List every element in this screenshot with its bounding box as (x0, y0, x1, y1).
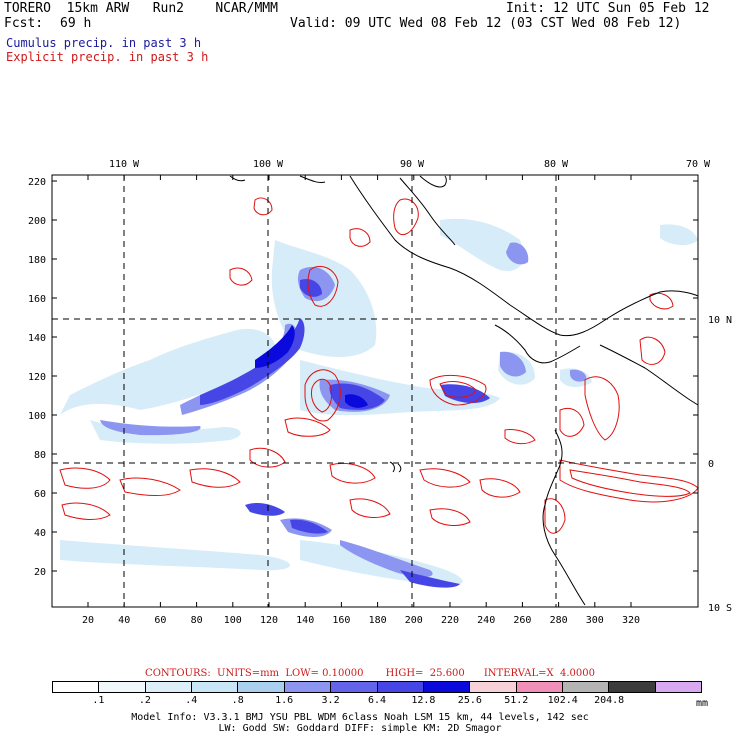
legend-swatch (377, 682, 424, 692)
y-tick-label: 140 (28, 333, 46, 344)
longitude-label: 90 W (400, 159, 425, 170)
axis-ticks (52, 175, 698, 607)
legend-unit: mm (696, 698, 709, 709)
legend-label: .8 (231, 695, 244, 706)
legend-label: .2 (138, 695, 151, 706)
legend-swatch (516, 682, 563, 692)
explicit-precip-label: Explicit precip. in past 3 h (6, 50, 209, 64)
x-tick-label: 60 (154, 615, 166, 626)
x-tick-label: 180 (369, 615, 387, 626)
legend-swatch (470, 682, 517, 692)
legend-label: .1 (92, 695, 105, 706)
x-tick-label: 40 (118, 615, 130, 626)
latitude-label: 0 (708, 459, 714, 470)
legend-swatch (53, 682, 100, 692)
y-tick-label: 20 (34, 567, 46, 578)
legend-label: .4 (185, 695, 198, 706)
y-tick-label: 180 (28, 255, 46, 266)
x-tick-label: 140 (296, 615, 314, 626)
contour-caption: CONTOURS: UNITS=mm LOW= 0.10000 HIGH= 25… (145, 668, 595, 679)
y-tick-label: 160 (28, 294, 46, 305)
legend-swatch (99, 682, 146, 692)
x-tick-label: 260 (513, 615, 531, 626)
legend-label: 3.2 (321, 695, 340, 706)
x-tick-label: 20 (82, 615, 94, 626)
x-tick-label: 280 (550, 615, 568, 626)
map-frame (51, 174, 699, 608)
longitude-label: 110 W (109, 159, 140, 170)
legend-swatch (331, 682, 378, 692)
legend-swatch (609, 682, 656, 692)
longitude-label: 70 W (686, 159, 711, 170)
legend-label: 1.6 (275, 695, 294, 706)
cumulus-shading (60, 218, 698, 588)
legend-label: 12.8 (411, 695, 436, 706)
legend-label: 6.4 (367, 695, 387, 706)
legend-swatch (145, 682, 193, 692)
y-tick-label: 100 (28, 411, 46, 422)
y-tick-label: 60 (34, 489, 46, 500)
x-tick-label: 100 (224, 615, 242, 626)
y-tick-label: 220 (28, 177, 46, 188)
y-tick-label: 120 (28, 372, 46, 383)
x-tick-label: 120 (260, 615, 278, 626)
graticule (52, 175, 698, 607)
model-title: TORERO 15km ARW Run2 NCAR/MMM (4, 1, 278, 16)
legend-label: 204.8 (594, 695, 625, 706)
cumulus-precip-label: Cumulus precip. in past 3 h (6, 36, 202, 50)
explicit-contours (59, 197, 699, 534)
y-tick-label: 80 (34, 450, 46, 461)
latitude-label: 10 N (708, 315, 732, 326)
x-tick-label: 240 (477, 615, 495, 626)
legend-swatch (192, 682, 239, 692)
legend-label: 51.2 (504, 695, 529, 706)
x-tick-label: 200 (405, 615, 423, 626)
model-info: Model Info: V3.3.1 BMJ YSU PBL WDM 6clas… (131, 712, 589, 723)
y-tick-label: 200 (28, 216, 46, 227)
legend-swatch (284, 682, 332, 692)
longitude-label: 100 W (253, 159, 284, 170)
legend-label: 102.4 (547, 695, 578, 706)
latitude-label: 10 S (708, 603, 732, 614)
legend-swatch (423, 682, 471, 692)
longitude-label: 80 W (544, 159, 569, 170)
legend-label: 25.6 (457, 695, 482, 706)
init-time: Init: 12 UTC Sun 05 Feb 12 (506, 1, 710, 16)
forecast-label: Fcst: (4, 16, 44, 31)
x-tick-label: 80 (191, 615, 203, 626)
valid-time: Valid: 09 UTC Wed 08 Feb 12 (03 CST Wed … (290, 16, 682, 31)
legend-swatch (562, 682, 610, 692)
x-tick-label: 160 (332, 615, 350, 626)
legend-swatch (238, 682, 285, 692)
legend-swatch (655, 682, 702, 692)
x-tick-label: 220 (441, 615, 459, 626)
y-tick-label: 40 (34, 528, 46, 539)
color-legend (52, 681, 702, 693)
x-tick-label: 320 (622, 615, 640, 626)
forecast-hours: 69 h (60, 16, 92, 31)
axis-labels: 220 200 180 160 140 120 100 80 60 40 20 20 40 60 80 100… (28, 159, 732, 626)
physics-info: LW: Godd SW: Goddard DIFF: simple KM: 2D… (218, 723, 502, 734)
x-tick-label: 300 (586, 615, 604, 626)
